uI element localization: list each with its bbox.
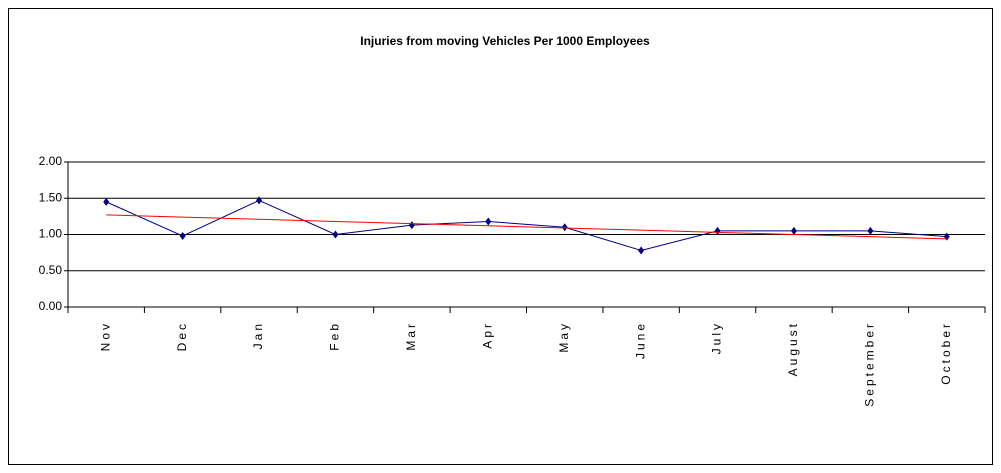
trend-line bbox=[106, 214, 947, 240]
y-tick-label: 0.00 bbox=[39, 299, 63, 313]
x-tick-label: July bbox=[710, 321, 724, 354]
y-tick-label: 1.50 bbox=[39, 190, 63, 204]
x-tick-label: June bbox=[633, 321, 647, 359]
data-point bbox=[103, 197, 110, 206]
chart-title: Injuries from moving Vehicles Per 1000 E… bbox=[360, 34, 650, 48]
data-point bbox=[867, 226, 874, 235]
data-point bbox=[638, 246, 645, 255]
x-tick-label: Mar bbox=[404, 321, 418, 351]
x-tick-label: May bbox=[557, 321, 571, 353]
x-tick-label: September bbox=[863, 321, 877, 407]
y-tick-label: 0.50 bbox=[39, 263, 63, 277]
data-point bbox=[561, 223, 568, 232]
x-tick-label: Feb bbox=[328, 321, 342, 351]
x-tick-label: Nov bbox=[98, 321, 112, 351]
data-line bbox=[106, 199, 947, 251]
data-point bbox=[485, 217, 492, 226]
data-point bbox=[256, 196, 263, 205]
data-point bbox=[332, 230, 339, 239]
data-point bbox=[408, 221, 415, 230]
x-tick-label: Dec bbox=[175, 321, 189, 351]
y-tick-label: 1.00 bbox=[39, 227, 63, 241]
data-point bbox=[714, 226, 721, 235]
x-tick-label: Apr bbox=[480, 321, 494, 349]
y-tick-label: 2.00 bbox=[39, 154, 63, 168]
data-point bbox=[790, 226, 797, 235]
data-point bbox=[179, 231, 186, 240]
chart-border bbox=[8, 8, 993, 465]
x-tick-label: August bbox=[786, 321, 800, 376]
x-tick-label: Jan bbox=[251, 321, 265, 349]
x-tick-label: October bbox=[939, 321, 953, 385]
